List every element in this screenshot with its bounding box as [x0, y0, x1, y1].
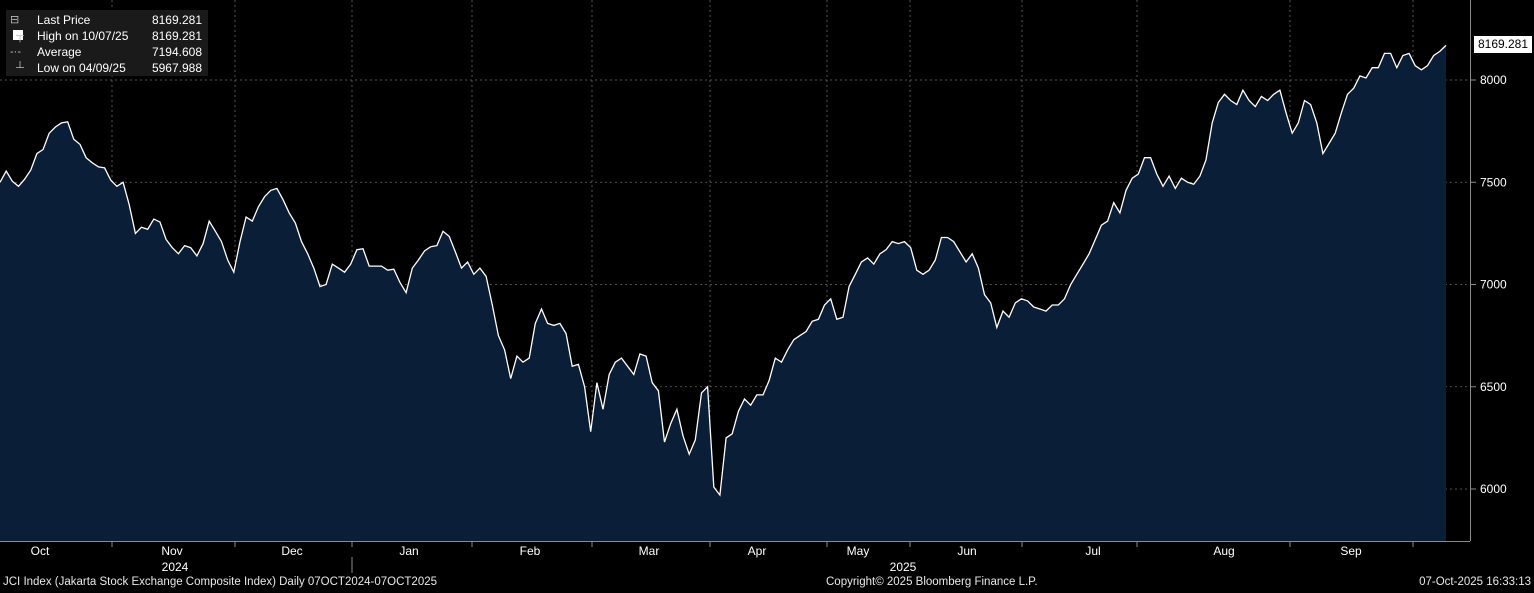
x-axis-ticks: Oct Nov Dec Jan Feb Mar Apr May Jun Jul Aug Sep 2024… — [31, 541, 1414, 574]
legend-average-label: Average — [37, 45, 82, 59]
x-month-label: Sep — [1340, 544, 1362, 558]
x-month-label: Jan — [399, 544, 418, 558]
last-price-tag: 8169.281 — [1474, 36, 1532, 53]
legend-last-price-label: Last Price — [37, 13, 91, 27]
y-tick-label: 6000 — [1480, 482, 1507, 496]
footer-security-description: JCI Index (Jakarta Stock Exchange Compos… — [3, 576, 438, 588]
y-tick-label: 7500 — [1480, 175, 1507, 189]
x-year-label: 2024 — [162, 560, 189, 574]
x-month-label: Jul — [1085, 544, 1100, 558]
legend-last-price: ⊟ Last Price 8169.281 — [6, 12, 208, 40]
legend-low-value: 5967.988 — [151, 61, 202, 75]
footer-copyright: Copyright© 2025 Bloomberg Finance L.P. — [826, 576, 1038, 588]
x-month-label: Dec — [281, 544, 302, 558]
high-marker-icon: ┬ — [10, 30, 24, 42]
legend-low: ┴ Low on 04/09/25 5967.988 — [6, 60, 208, 76]
legend-high-label: High on 10/07/25 — [37, 29, 129, 43]
x-month-label: Jun — [957, 544, 976, 558]
legend-high-value: 8169.281 — [151, 29, 202, 43]
legend-average-value: 7194.608 — [151, 45, 202, 59]
y-tick-label: 8000 — [1480, 73, 1507, 87]
footer-timestamp: 07-Oct-2025 16:33:13 — [1419, 576, 1531, 588]
legend-low-label: Low on 04/09/25 — [37, 61, 126, 75]
legend: ⊟ Last Price 8169.281 ┬ High on 10/07/25… — [6, 10, 208, 76]
legend-high: ┬ High on 10/07/25 8169.281 — [6, 28, 208, 44]
x-month-label: Apr — [748, 544, 767, 558]
x-month-label: Oct — [31, 544, 50, 558]
low-marker-icon: ┴ — [10, 62, 24, 74]
y-axis-ticks: 6000 6500 7000 7500 8000 — [1470, 73, 1507, 496]
x-month-label: Aug — [1213, 544, 1234, 558]
average-marker-icon: -·- — [10, 46, 21, 58]
x-month-label: May — [847, 544, 870, 558]
x-month-label: Feb — [520, 544, 541, 558]
legend-last-price-value: 8169.281 — [151, 13, 202, 27]
x-month-label: Nov — [161, 544, 182, 558]
legend-collapse-icon[interactable]: ⊟ — [10, 12, 32, 40]
price-line — [0, 44, 1447, 497]
x-month-label: Mar — [639, 544, 660, 558]
legend-average: -·- Average 7194.608 — [6, 44, 208, 60]
y-tick-label: 7000 — [1480, 278, 1507, 292]
x-year-label: 2025 — [890, 560, 917, 574]
y-tick-label: 6500 — [1480, 380, 1507, 394]
price-area-fill — [0, 45, 1446, 542]
